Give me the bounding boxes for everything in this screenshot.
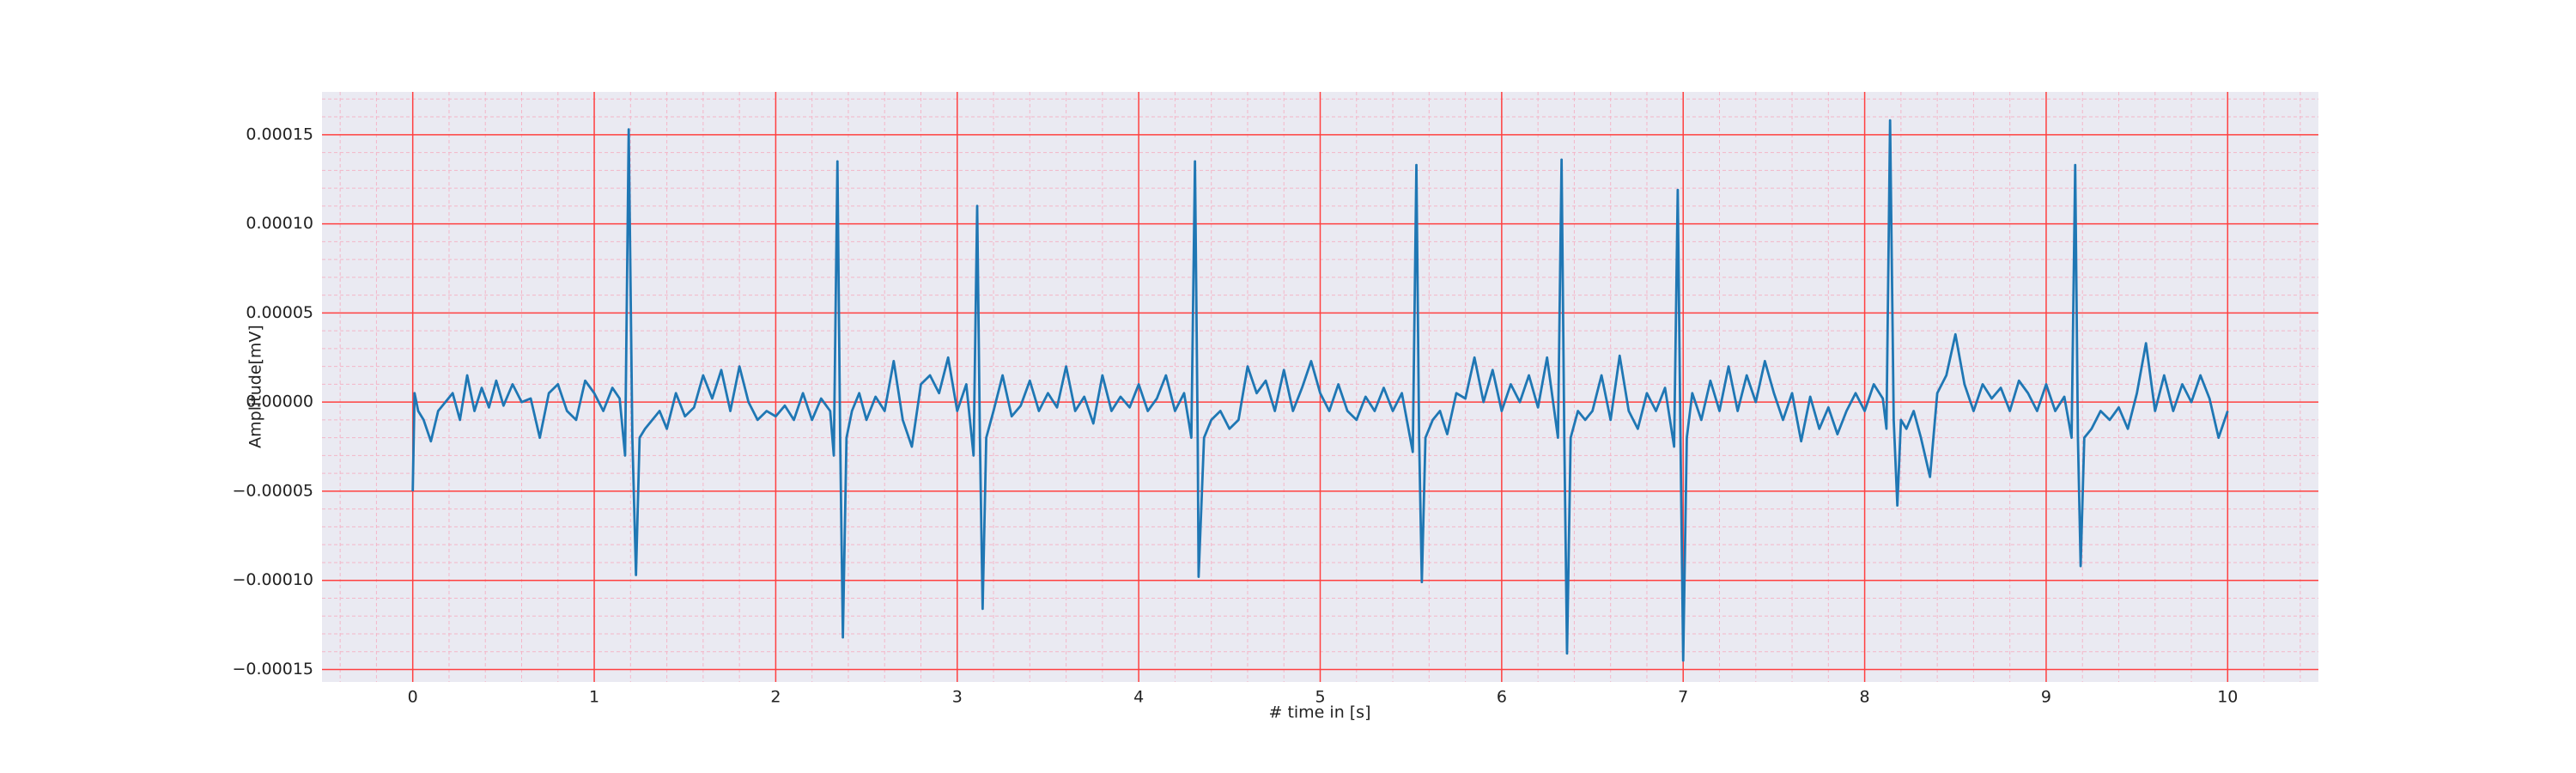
major-grid (322, 92, 2318, 682)
x-tick-label: 6 (1497, 688, 1507, 707)
x-tick-label: 5 (1315, 688, 1325, 707)
x-tick-label: 4 (1133, 688, 1144, 707)
labels: 0 1 2 3 4 5 6 7 8 9 10 −0.00015 −0.00010 −0.00005 0.00… (233, 125, 2239, 706)
x-tick-label: 7 (1678, 688, 1688, 707)
x-tick-label: 2 (770, 688, 781, 707)
y-tick-label: −0.00005 (233, 481, 314, 500)
data-layer (411, 119, 2229, 662)
y-tick-label: 0.00010 (246, 214, 313, 233)
x-tick-label: 9 (2041, 688, 2051, 707)
y-tick-label: 0.00000 (246, 393, 313, 411)
y-tick-label: −0.00010 (233, 570, 314, 589)
y-tick-label: 0.00005 (246, 303, 313, 322)
ecg-line (411, 119, 2229, 662)
y-tick-label: −0.00015 (233, 660, 314, 679)
x-tick-label: 0 (408, 688, 418, 707)
x-tick-label: 1 (589, 688, 599, 707)
y-tick-label: 0.00015 (246, 125, 313, 143)
x-axis-label: # time in [s] (1268, 703, 1370, 722)
x-tick-label: 10 (2217, 688, 2238, 707)
x-tick-label: 3 (952, 688, 963, 707)
y-axis-label: Amplitude[mV] (246, 325, 265, 448)
x-tick-label: 8 (1860, 688, 1870, 707)
